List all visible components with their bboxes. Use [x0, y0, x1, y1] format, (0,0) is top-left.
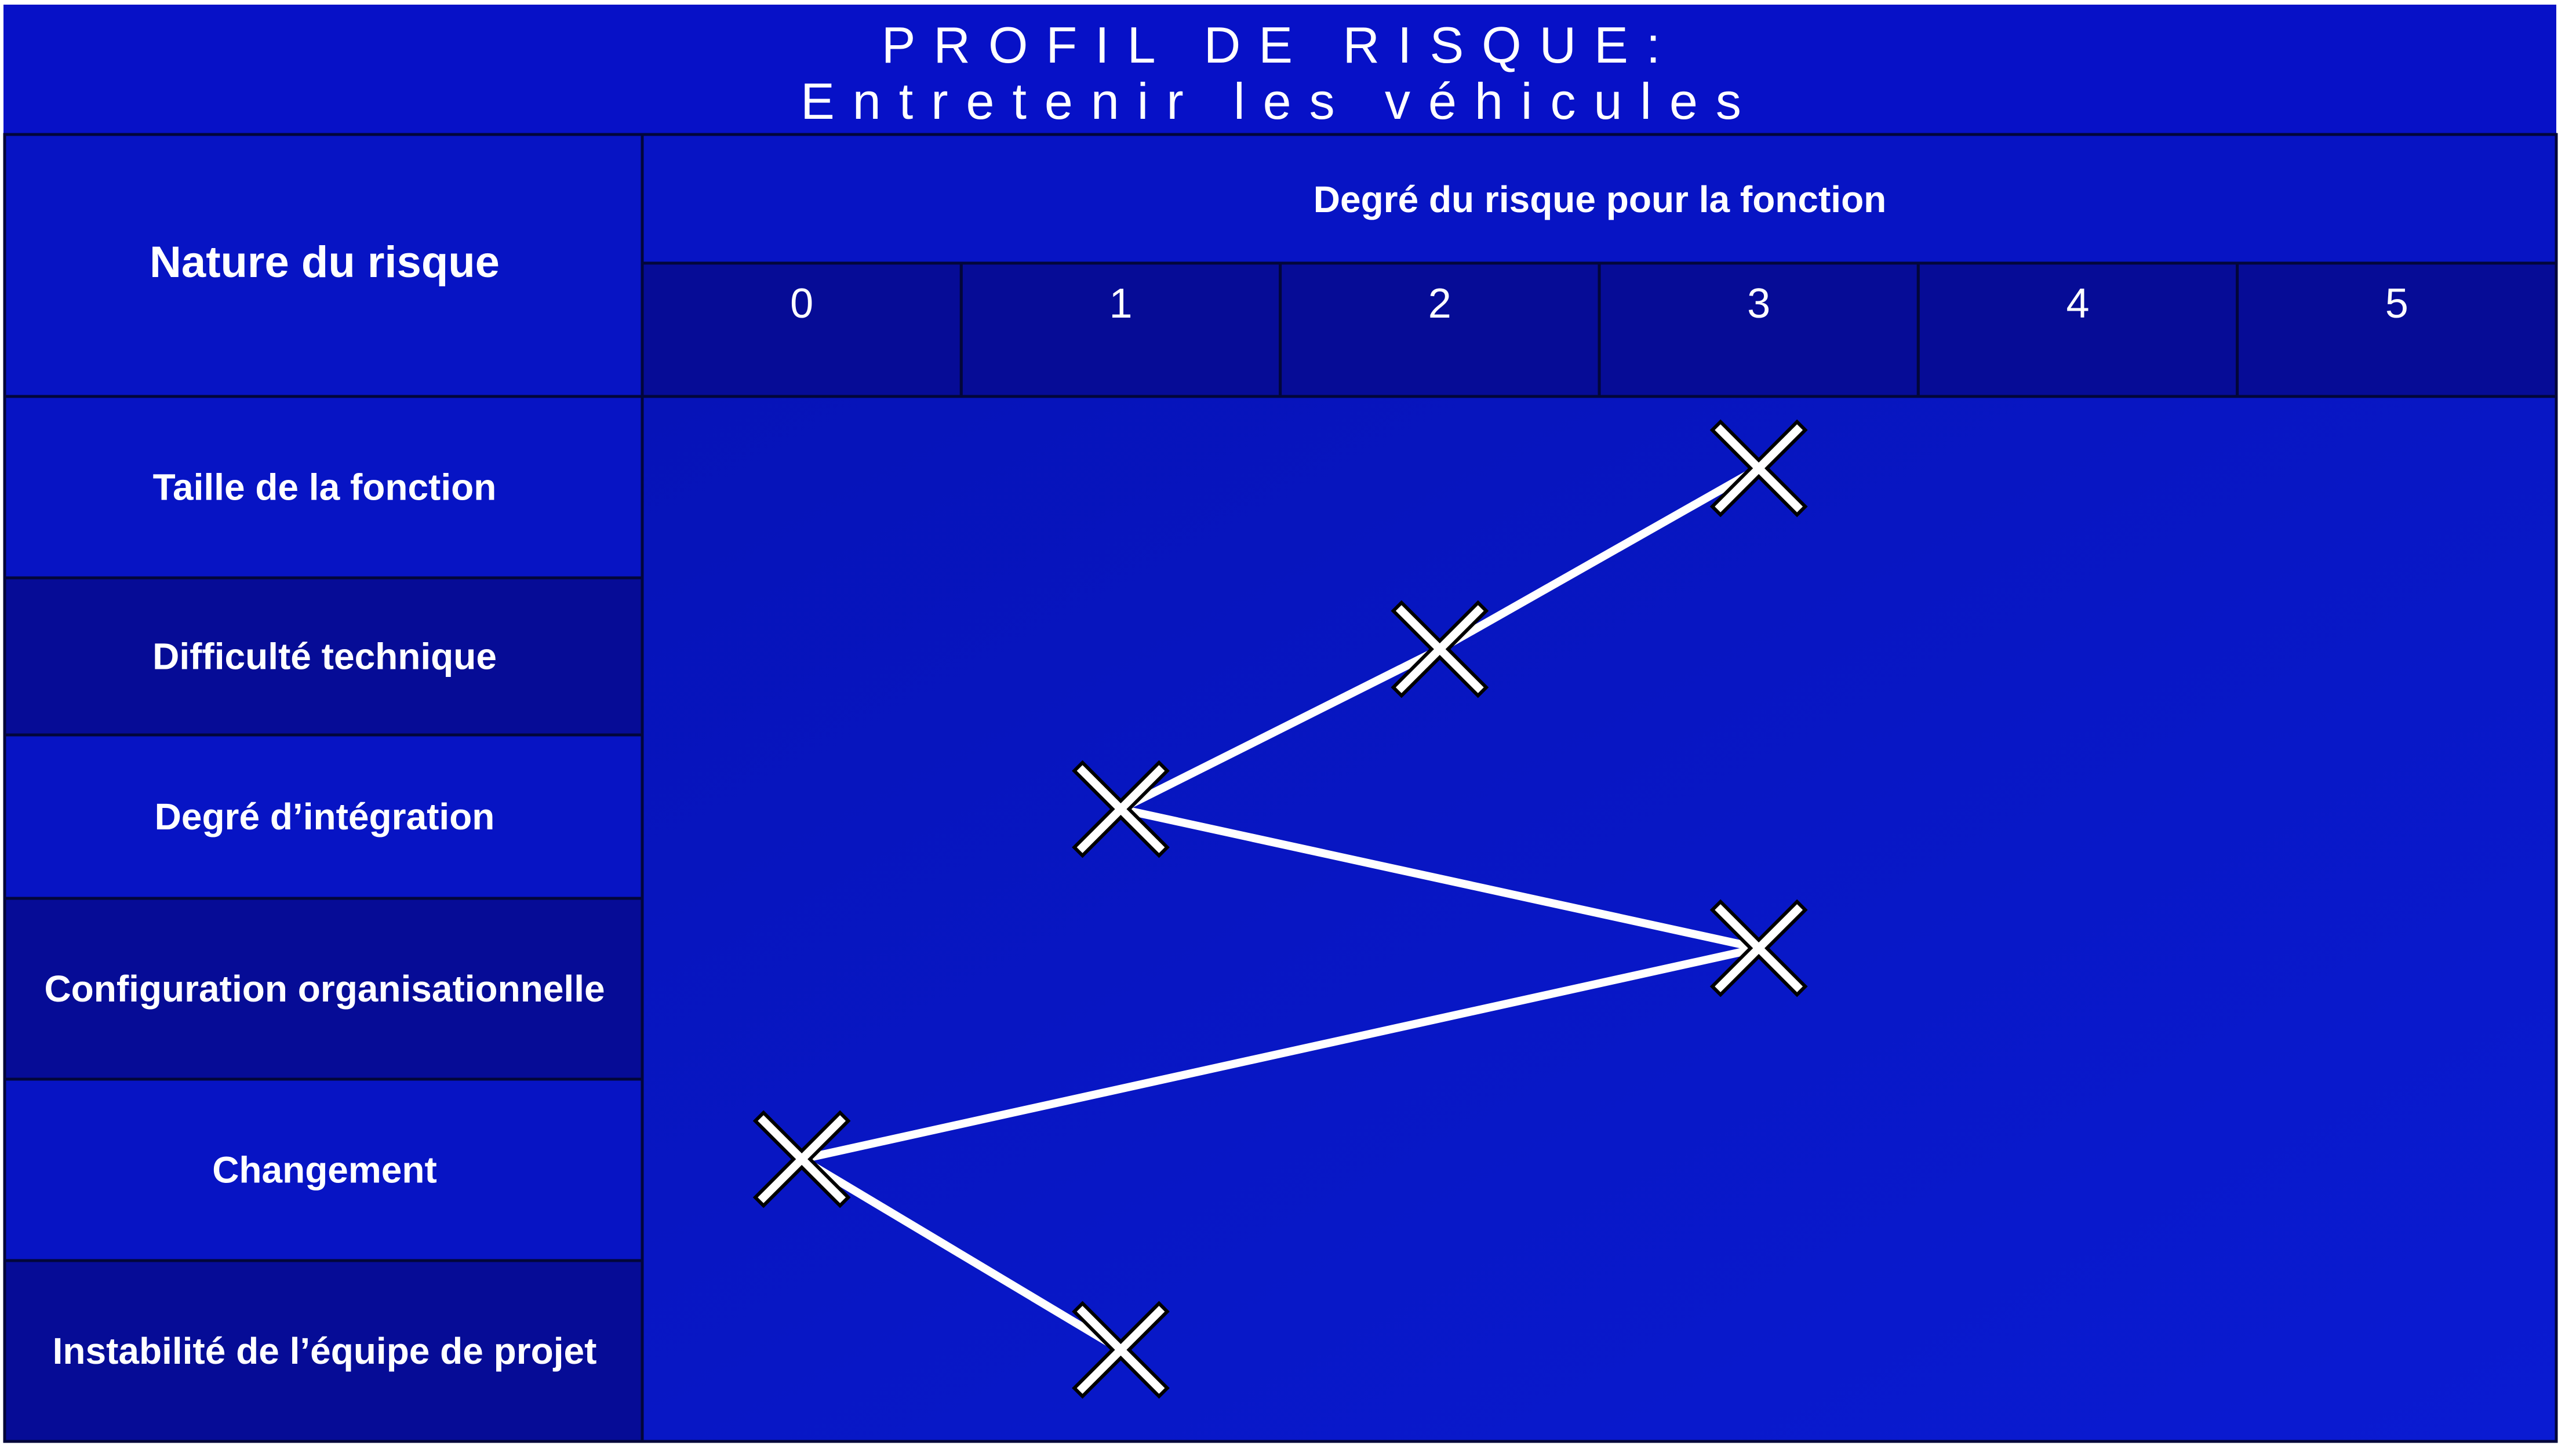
- tick-cell: [641, 261, 963, 398]
- x-tick-label: 1: [1109, 281, 1132, 327]
- column-header-cell: [641, 133, 2558, 265]
- category-cell: [3, 1259, 644, 1443]
- category-cell: [3, 395, 644, 580]
- data-point-marker: [1709, 899, 1808, 997]
- row-header-cell: [3, 133, 644, 398]
- plot-area: [641, 395, 2558, 1443]
- category-cell: [3, 1077, 644, 1262]
- tick-cell: [2236, 261, 2558, 398]
- tick-cell: [1916, 261, 2239, 398]
- category-label: Instabilité de l’équipe de projet: [53, 1330, 597, 1372]
- row-header: Nature du risque: [150, 238, 500, 287]
- chart-title-line1: PROFIL DE RISQUE:: [882, 16, 1679, 74]
- x-tick-label: 5: [2385, 281, 2408, 327]
- data-point-marker: [1072, 1301, 1170, 1399]
- category-label: Configuration organisationnelle: [44, 968, 605, 1010]
- x-tick-label: 3: [1747, 281, 1770, 327]
- category-label: Taille de la fonction: [153, 467, 497, 508]
- data-point-marker: [1072, 760, 1170, 858]
- data-point-marker: [752, 1110, 851, 1208]
- chart-title-line2: Entretenir les véhicules: [801, 72, 1759, 130]
- title-banner: [3, 5, 2556, 134]
- x-tick-label: 0: [790, 281, 813, 327]
- column-header: Degré du risque pour la fonction: [1314, 179, 1887, 220]
- category-cell: [3, 897, 644, 1081]
- category-label: Changement: [212, 1149, 437, 1191]
- category-cell: [3, 576, 644, 737]
- x-tick-label: 2: [1428, 281, 1451, 327]
- risk-series-line: [798, 464, 1763, 1354]
- category-label: Degré d’intégration: [155, 796, 495, 837]
- category-label: Difficulté technique: [152, 636, 497, 678]
- data-point-marker: [1391, 600, 1489, 698]
- data-point-marker: [1709, 419, 1808, 518]
- x-tick-label: 4: [2066, 281, 2089, 327]
